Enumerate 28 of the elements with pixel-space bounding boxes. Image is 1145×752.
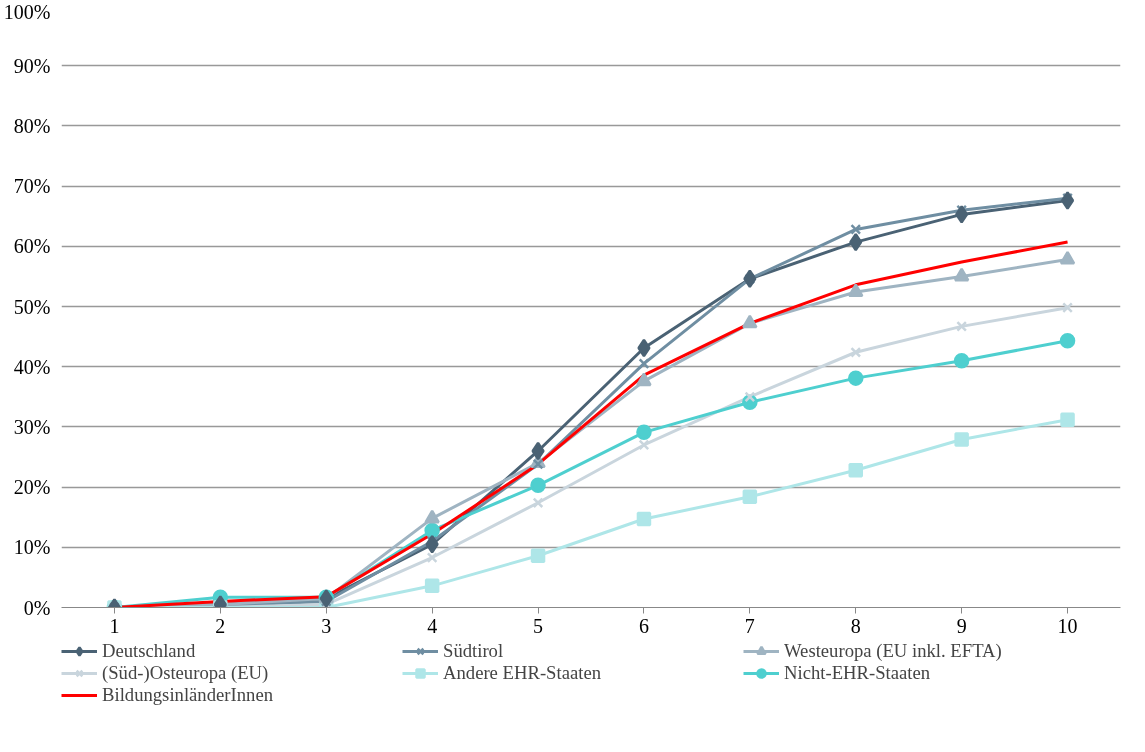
- x-tick-label: 9: [956, 614, 967, 637]
- x-tick-label: 8: [850, 614, 861, 637]
- y-tick-label: 60%: [13, 235, 51, 258]
- legend-label: Südtirol: [443, 640, 505, 662]
- y-tick-label: 10%: [13, 536, 51, 559]
- x-tick-label: 6: [638, 614, 649, 637]
- y-tick-label: 100%: [3, 0, 51, 23]
- legend-label: Nicht-EHR-Staaten: [784, 662, 932, 684]
- x-tick-label: 2: [215, 614, 226, 637]
- x-tick-label: 7: [744, 614, 755, 637]
- y-tick-label: 20%: [13, 476, 51, 499]
- y-tick-label: 0%: [23, 596, 51, 619]
- legend-label: Andere EHR-Staaten: [443, 662, 602, 684]
- x-tick-label: 10: [1057, 614, 1078, 637]
- legend-label: (Süd-)Osteuropa (EU): [102, 662, 270, 684]
- y-tick-label: 80%: [13, 114, 51, 137]
- x-tick-label: 1: [109, 614, 120, 637]
- legend-label: BildungsinländerInnen: [102, 684, 274, 706]
- x-tick-label: 4: [427, 614, 438, 637]
- y-tick-label: 90%: [13, 54, 51, 77]
- y-tick-label: 50%: [13, 295, 51, 318]
- legend-label: Westeuropa (EU inkl. EFTA): [784, 640, 1003, 662]
- y-tick-label: 70%: [13, 175, 51, 198]
- legend-label: Deutschland: [102, 640, 197, 662]
- x-tick-label: 5: [533, 614, 544, 637]
- y-tick-label: 40%: [13, 355, 51, 378]
- y-tick-label: 30%: [13, 415, 51, 438]
- x-tick-label: 3: [321, 614, 332, 637]
